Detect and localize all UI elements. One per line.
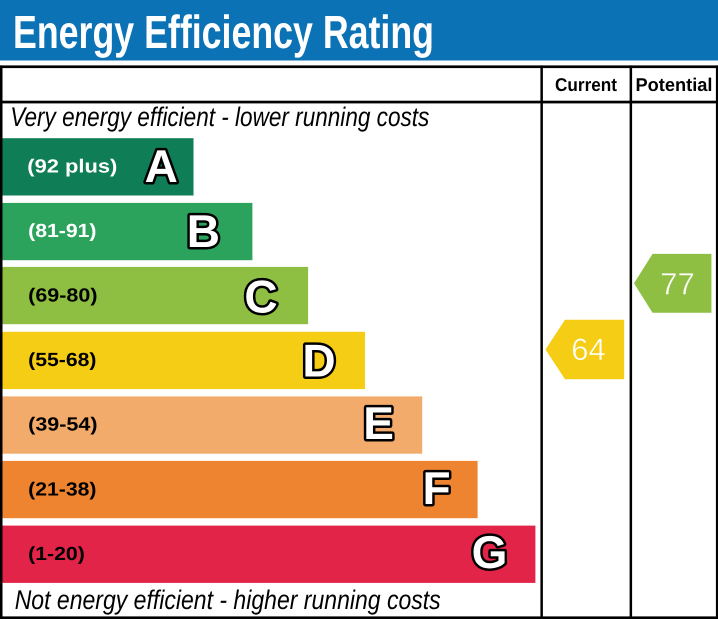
svg-text:Very energy efficient - lower: Very energy efficient - lower running co… [10, 102, 429, 132]
svg-text:(55-68): (55-68) [28, 350, 96, 371]
svg-text:(69-80): (69-80) [28, 286, 97, 307]
svg-text:G: G [472, 526, 508, 578]
svg-text:B: B [187, 205, 220, 257]
svg-text:C: C [244, 270, 277, 322]
svg-text:F: F [423, 462, 451, 514]
svg-text:Energy Efficiency Rating: Energy Efficiency Rating [13, 6, 434, 58]
svg-text:D: D [302, 335, 335, 387]
svg-text:(1-20): (1-20) [28, 544, 85, 565]
svg-text:(21-38): (21-38) [28, 479, 96, 500]
svg-text:77: 77 [660, 266, 694, 301]
svg-text:Potential: Potential [636, 74, 713, 95]
svg-text:(92 plus): (92 plus) [27, 156, 117, 177]
svg-text:(81-91): (81-91) [28, 221, 96, 242]
svg-text:E: E [363, 397, 394, 449]
svg-text:(39-54): (39-54) [28, 415, 97, 436]
svg-text:64: 64 [571, 332, 605, 367]
svg-text:Not energy efficient - higher: Not energy efficient - higher running co… [15, 585, 441, 615]
svg-text:Current: Current [555, 74, 617, 95]
svg-text:A: A [145, 140, 178, 192]
